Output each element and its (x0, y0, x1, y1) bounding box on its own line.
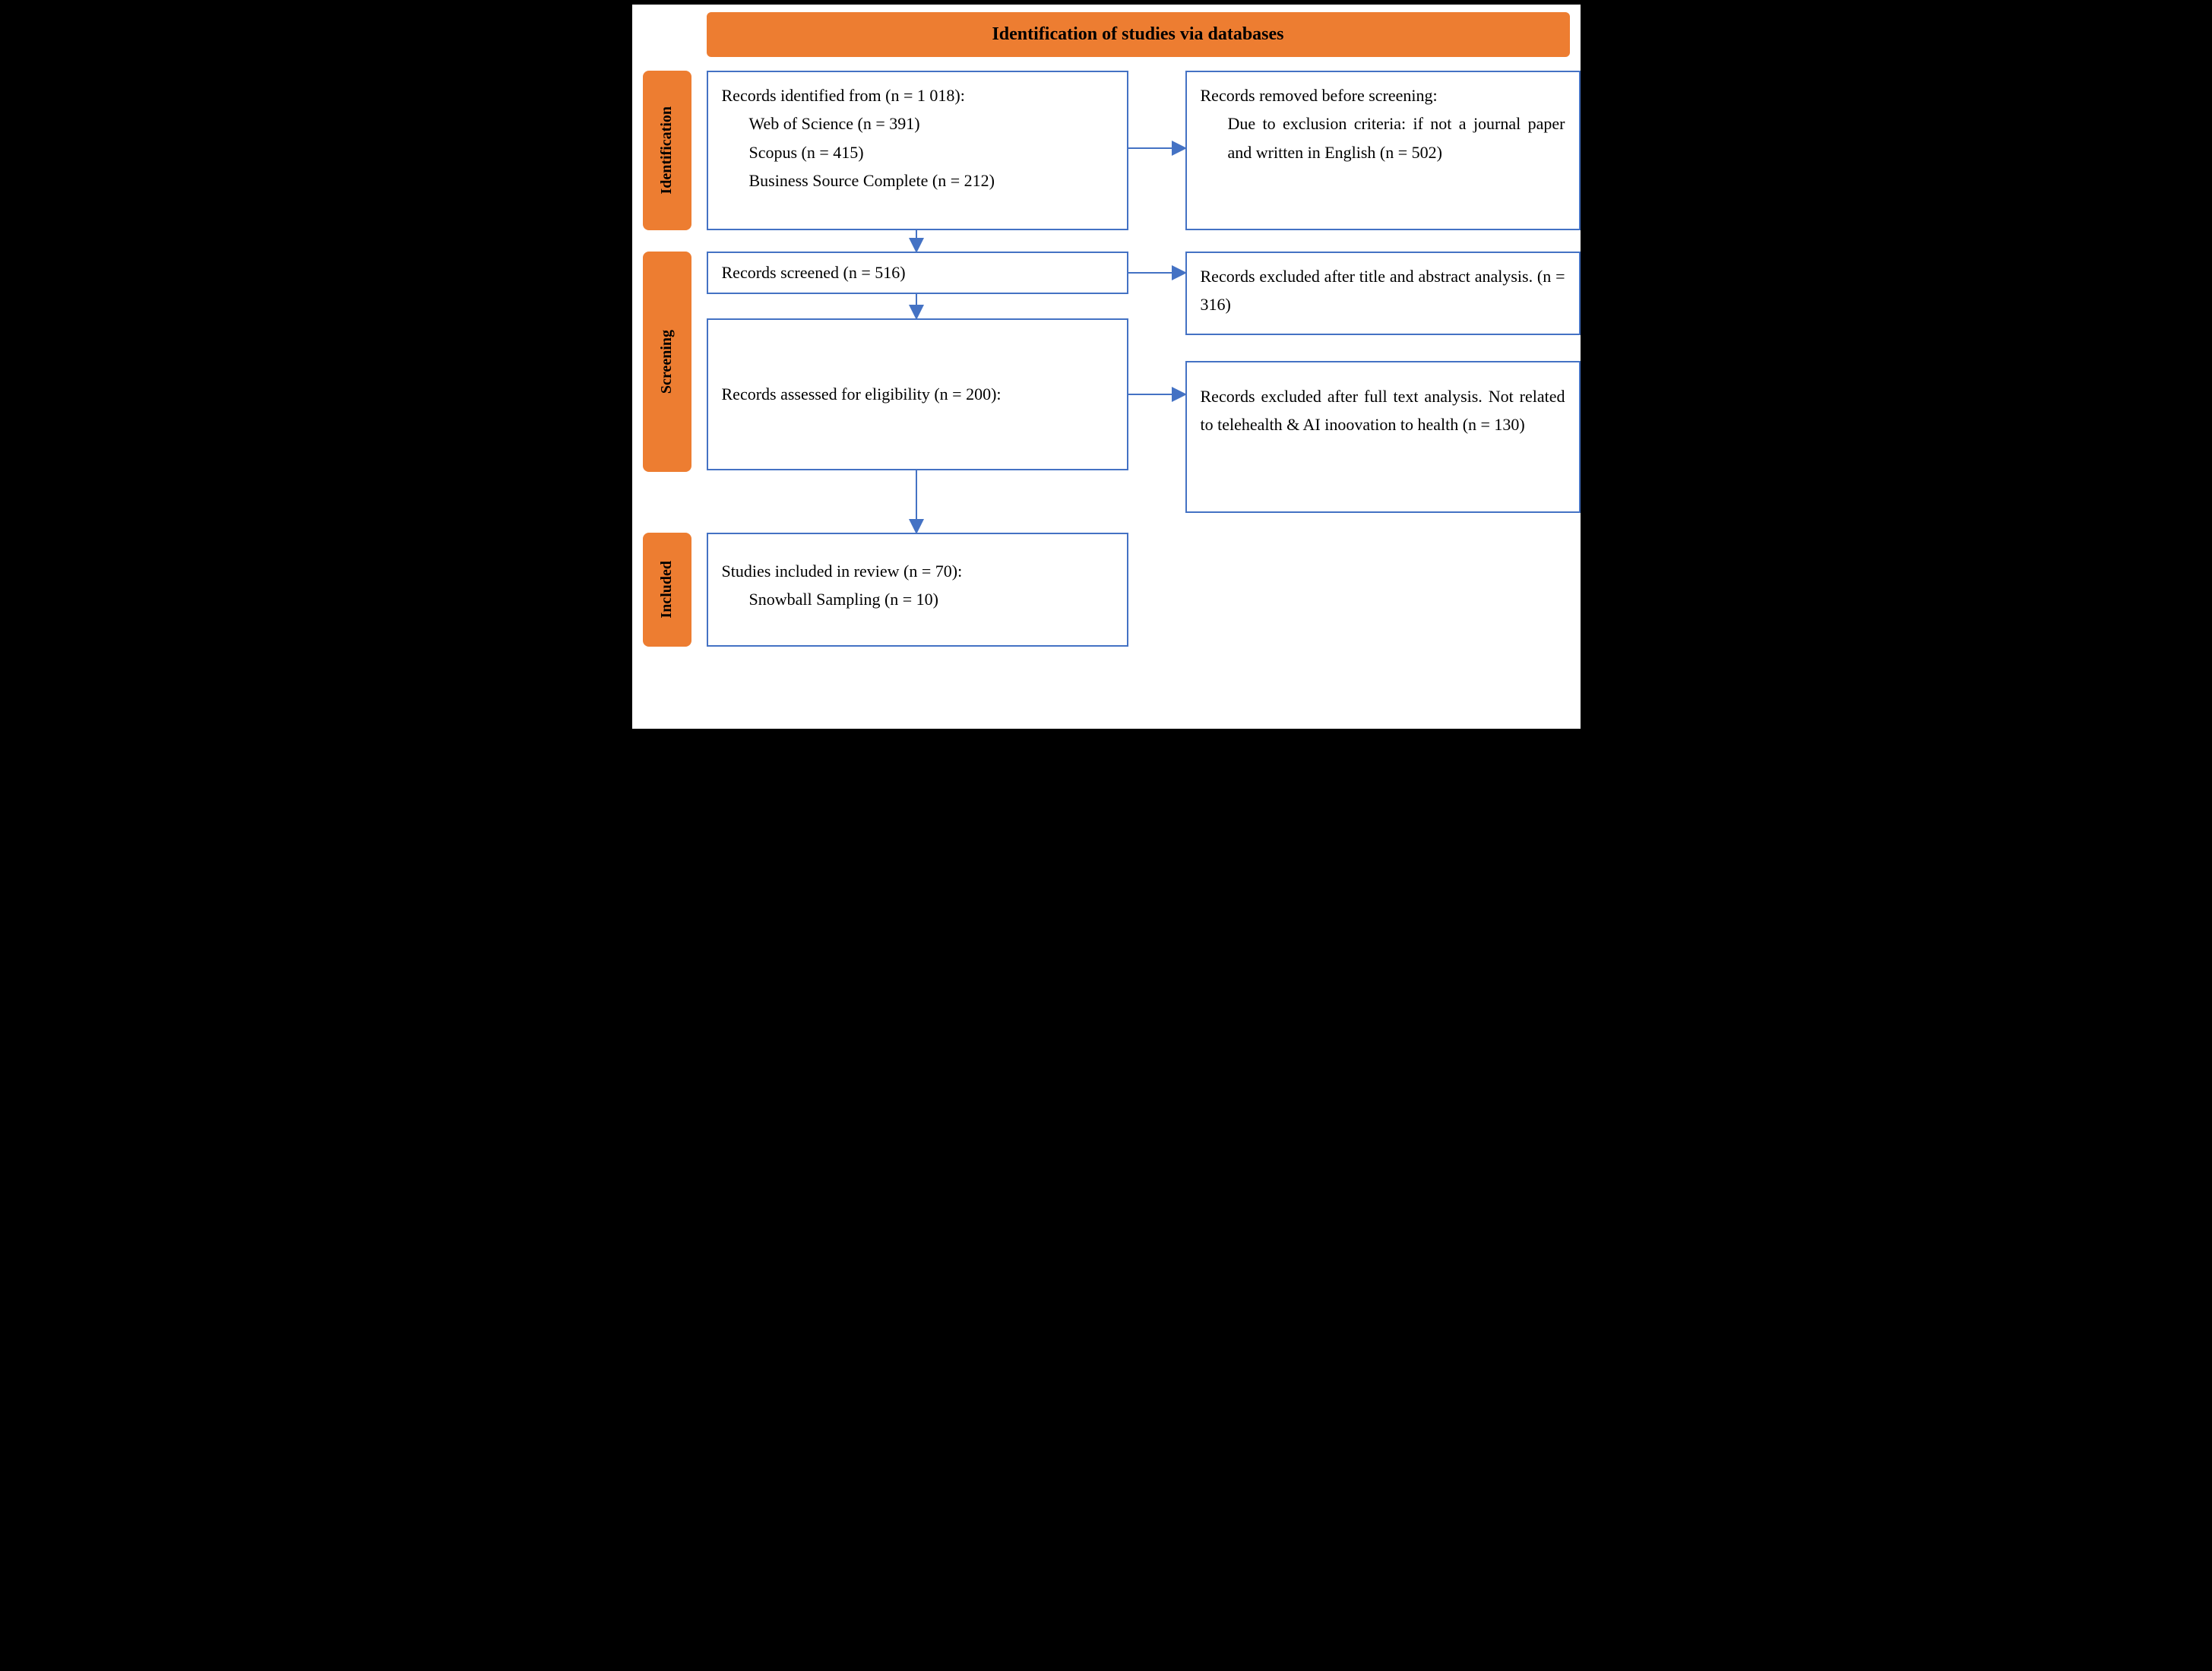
screened-line1: Records screened (n = 516) (722, 258, 906, 286)
identified-sub2: Scopus (n = 415) (722, 138, 1113, 166)
phase-included-label: Included (658, 561, 676, 619)
phase-identification: Identification (643, 71, 691, 230)
phase-screening-label: Screening (658, 330, 676, 394)
included-sub1: Snowball Sampling (n = 10) (722, 585, 1113, 613)
box-records-identified: Records identified from (n = 1 018): Web… (707, 71, 1128, 230)
phase-included: Included (643, 533, 691, 647)
removed-line1: Records removed before screening: (1201, 81, 1565, 109)
box-records-removed: Records removed before screening: Due to… (1185, 71, 1581, 230)
identified-sub3: Business Source Complete (n = 212) (722, 166, 1113, 195)
excluded-fulltext-line1: Records excluded after full text analysi… (1201, 382, 1565, 439)
box-records-screened: Records screened (n = 516) (707, 252, 1128, 294)
excluded-title-line1: Records excluded after title and abstrac… (1201, 262, 1565, 319)
header-title: Identification of studies via databases (992, 24, 1283, 44)
included-line1: Studies included in review (n = 70): (722, 557, 1113, 585)
diagram-frame: Identification of studies via databases … (628, 0, 1585, 733)
phase-screening: Screening (643, 252, 691, 472)
phase-identification-label: Identification (658, 106, 676, 195)
removed-sub1: Due to exclusion criteria: if not a jour… (1201, 109, 1565, 166)
header-bar: Identification of studies via databases (707, 12, 1570, 57)
eligibility-line1: Records assessed for eligibility (n = 20… (722, 380, 1002, 408)
flow-grid: Identification Screening Included Record… (643, 57, 1570, 718)
box-eligibility: Records assessed for eligibility (n = 20… (707, 318, 1128, 470)
box-excluded-fulltext: Records excluded after full text analysi… (1185, 361, 1581, 513)
box-included: Studies included in review (n = 70): Sno… (707, 533, 1128, 647)
box-excluded-title-abstract: Records excluded after title and abstrac… (1185, 252, 1581, 335)
identified-sub1: Web of Science (n = 391) (722, 109, 1113, 138)
identified-line1: Records identified from (n = 1 018): (722, 81, 1113, 109)
